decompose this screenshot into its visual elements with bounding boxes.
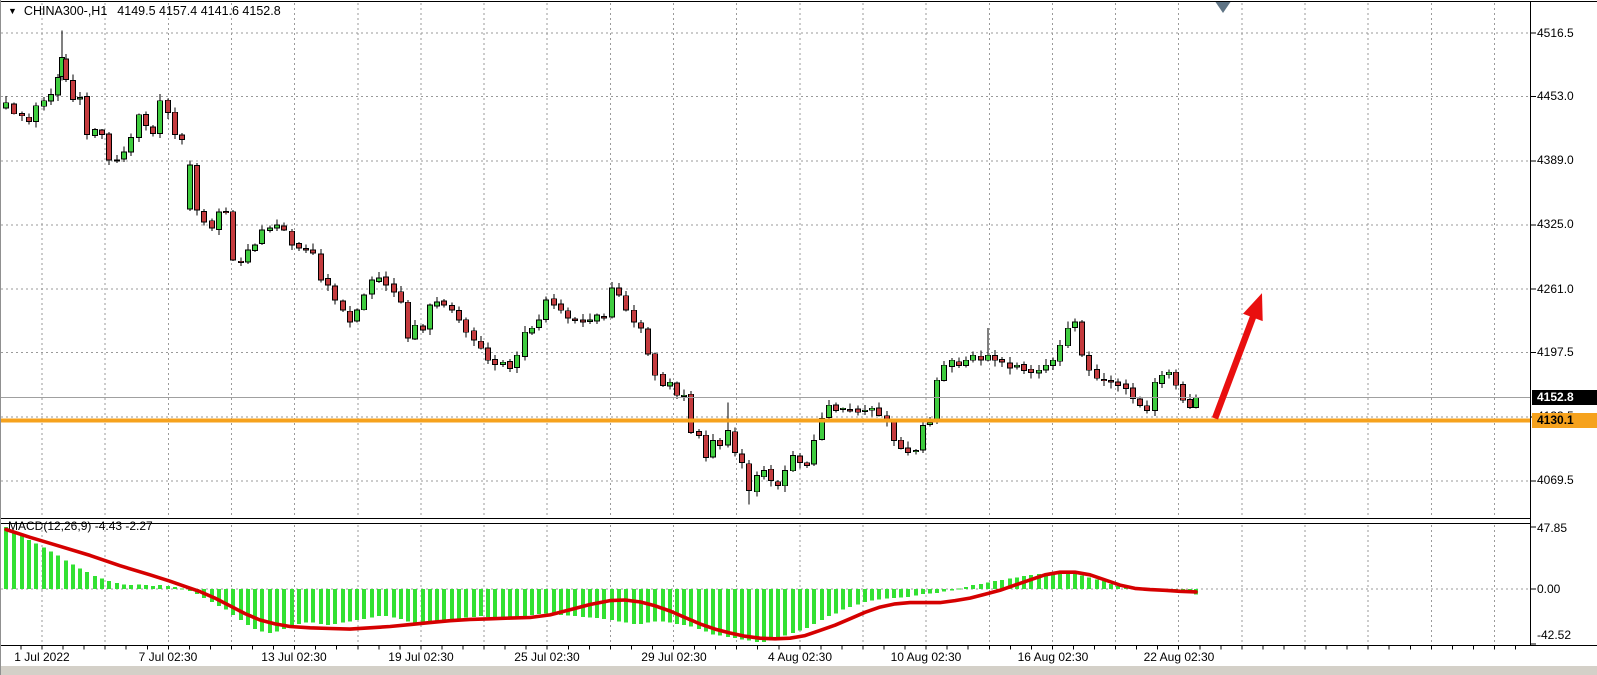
candlesticks [3,30,1199,505]
trend-arrow-annotation [1211,293,1263,420]
gridlines [1,3,1531,644]
symbol-period-label: CHINA300-,H1 [23,4,108,18]
time-axis-label: 25 Jul 02:30 [514,650,580,664]
time-axis-label: 10 Aug 02:30 [890,650,962,664]
chart-shift-marker-icon[interactable] [1215,2,1231,13]
time-axis-label: 13 Jul 02:30 [261,650,327,664]
symbol-title-row: ▼ CHINA300-,H1 4149.5 4157.4 4141.6 4152.8 [8,4,281,18]
price-axis-label: 4453.0 [1537,89,1574,104]
time-axis-label: 1 Jul 2022 [14,650,70,664]
macd-axis-label: 0.00 [1537,582,1561,596]
panel-frames [0,1,1597,646]
macd-axis-label: -42.52 [1537,628,1572,642]
time-axis-label: 22 Aug 02:30 [1143,650,1215,664]
price-axis-label: 4325.0 [1537,217,1574,232]
hline-price-badge: 4130.1 [1532,412,1597,428]
macd-indicator-label: MACD(12,26,9) -4.43 -2.27 [8,519,153,533]
ohlc-readout: 4149.5 4157.4 4141.6 4152.8 [117,4,281,18]
time-axis-label: 4 Aug 02:30 [767,650,833,664]
time-axis-label: 29 Jul 02:30 [641,650,707,664]
price-level-lines [1,396,1531,423]
macd-signal-line [4,527,1198,641]
price-axis-label: 4197.5 [1537,345,1574,360]
axis-ticks [0,32,1536,650]
symbol-dropdown-icon[interactable]: ▼ [8,6,17,16]
time-axis-label: 19 Jul 02:30 [388,650,454,664]
price-axis-label: 4389.0 [1537,153,1574,168]
bid-price-badge: 4152.8 [1532,390,1597,405]
price-axis-label: 4516.5 [1537,25,1574,40]
time-axis-label: 7 Jul 02:30 [138,650,198,664]
price-axis-label: 4069.5 [1537,473,1574,488]
time-axis-label: 16 Aug 02:30 [1017,650,1089,664]
price-axis-label: 4261.0 [1537,281,1574,296]
macd-axis-label: 47.85 [1537,521,1568,535]
